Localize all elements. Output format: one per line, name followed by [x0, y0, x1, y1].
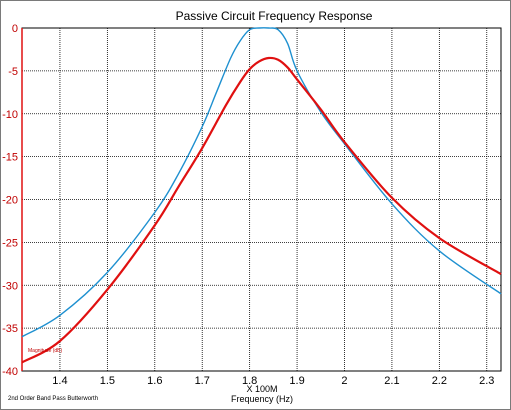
x-tick-label: 1.4: [52, 375, 67, 387]
x-tick-label: 1.5: [100, 375, 115, 387]
y-tick-labels: 0 -5 -10 -15 -20 -25 -30 -35 -40: [2, 23, 18, 378]
x-multiplier-label: X 100M: [246, 384, 277, 394]
y-tick-label: -5: [8, 66, 18, 78]
y-tick-label: 0: [12, 23, 18, 35]
x-tick-label: 2.3: [479, 375, 494, 387]
x-tick-label: 2.1: [384, 375, 399, 387]
y-tick-label: -30: [2, 280, 18, 292]
chart-title: Passive Circuit Frequency Response: [176, 9, 373, 23]
footnote: 2nd Order Band Pass Butterworth: [8, 396, 98, 402]
plot-area: [21, 27, 502, 372]
y-tick-label: -35: [2, 323, 18, 335]
y-tick-label: -20: [2, 195, 18, 207]
x-tick-label: 1.7: [195, 375, 210, 387]
x-tick-label: 1.8: [242, 375, 257, 387]
grid: [21, 28, 501, 371]
x-tick-label: 1.9: [289, 375, 304, 387]
x-axis-label: Frequency (Hz): [231, 394, 293, 404]
x-tick-label: 1.6: [147, 375, 162, 387]
y-axis-label: Magnitude (dB): [28, 348, 63, 354]
x-tick-label: 2: [341, 375, 347, 387]
y-tick-label: -40: [2, 366, 18, 378]
series-line-2: [21, 56, 502, 364]
y-tick-label: -15: [2, 152, 18, 164]
y-tick-label: -10: [2, 109, 18, 121]
x-tick-label: 2.2: [432, 375, 447, 387]
series-layer: [21, 27, 502, 364]
y-tick-label: -25: [2, 237, 18, 249]
x-tick-labels: 1.4 1.5 1.6 1.7 1.8 1.9 2 2.1 2.2 2.3: [52, 375, 494, 387]
